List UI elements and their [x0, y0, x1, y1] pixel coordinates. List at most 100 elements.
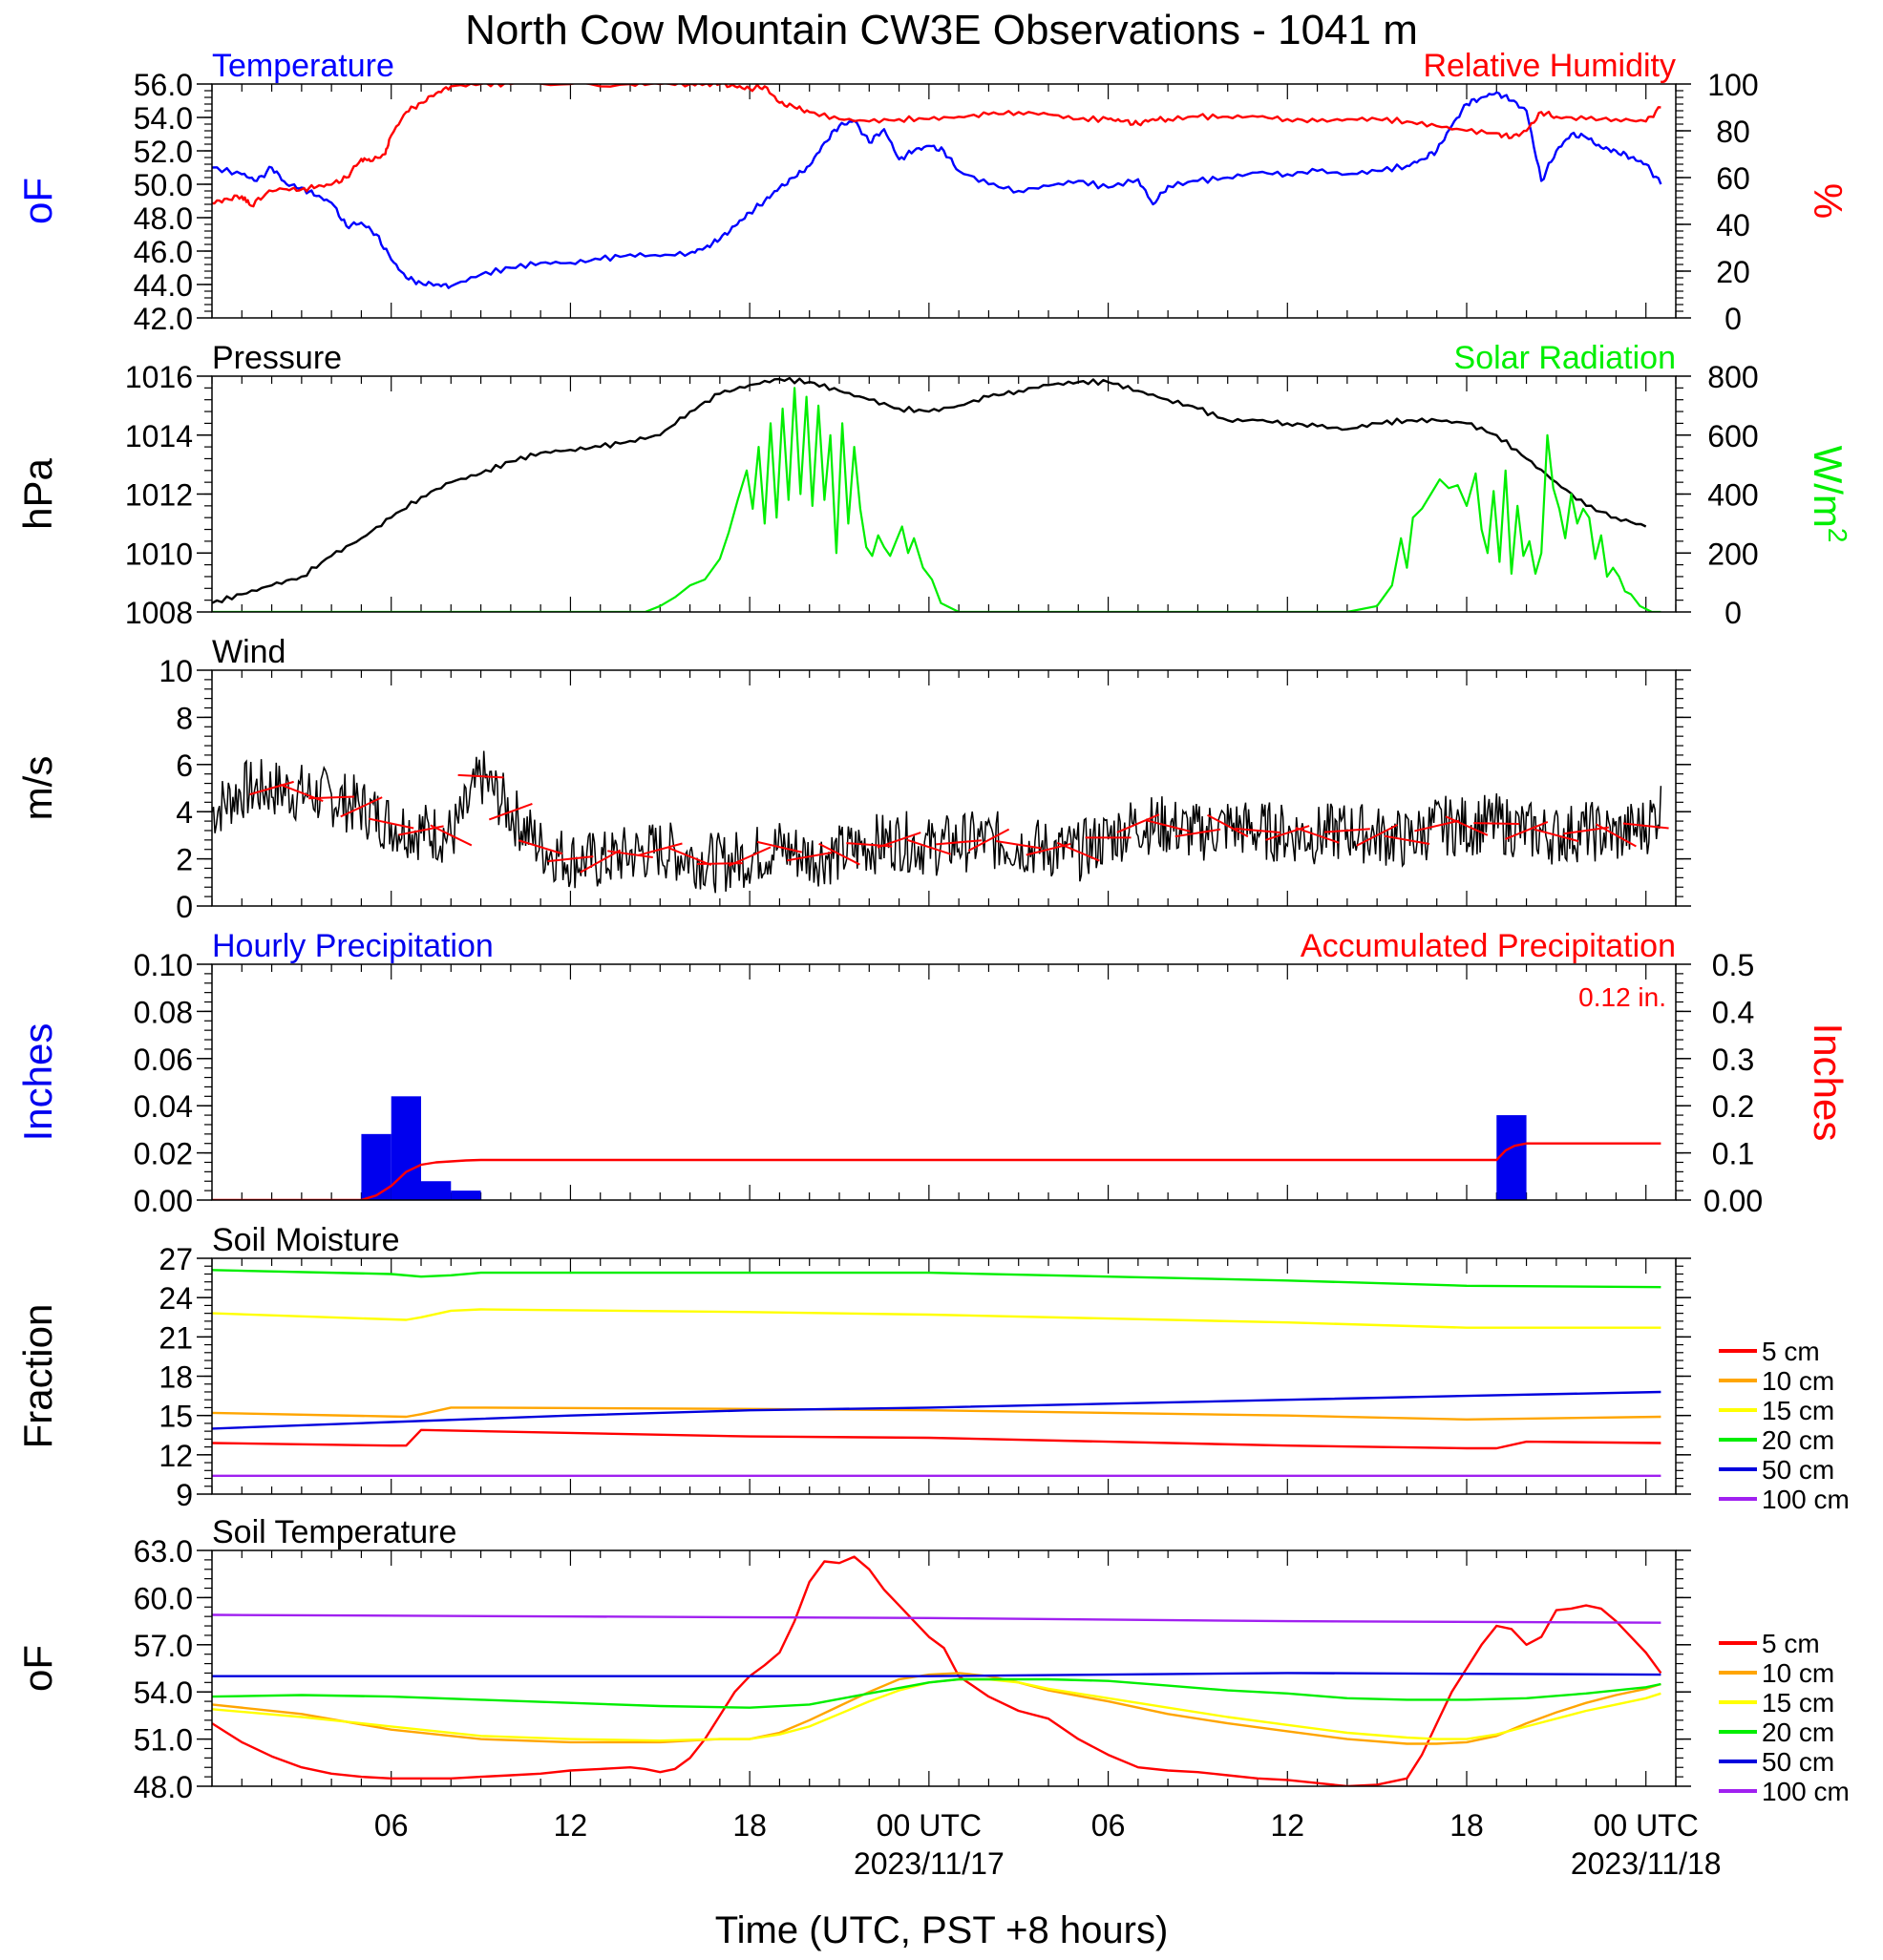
- left-tick-label: 21: [159, 1320, 193, 1355]
- plot-area: [212, 84, 1662, 289]
- left-tick-label: 6: [176, 748, 193, 783]
- series-line-5-cm: [212, 1555, 1662, 1786]
- left-unit-label: hPa: [15, 457, 60, 529]
- wind-barb: [1595, 823, 1637, 848]
- legend-label: 100 cm: [1762, 1485, 1850, 1514]
- left-tick-label: 1010: [125, 537, 193, 571]
- left-tick-label: 12: [159, 1439, 193, 1473]
- wind-barb: [1295, 827, 1340, 844]
- figure-title: North Cow Mountain CW3E Observations - 1…: [465, 7, 1418, 53]
- wind-barb: [995, 840, 1042, 850]
- left-tick-label: 54.0: [134, 101, 193, 136]
- right-tick-label: 100: [1707, 68, 1758, 102]
- wind-barb: [1207, 813, 1249, 838]
- left-tick-label: 0.04: [134, 1089, 193, 1124]
- panel-left-title: Soil Temperature: [212, 1514, 456, 1550]
- left-unit-label: oF: [15, 1645, 60, 1692]
- accumulated-total-label: 0.12 in.: [1578, 982, 1666, 1012]
- left-tick-label: 27: [159, 1242, 193, 1276]
- left-tick-label: 1014: [125, 419, 193, 453]
- left-unit-label: Inches: [15, 1023, 60, 1142]
- x-axis-label: Time (UTC, PST +8 hours): [715, 1909, 1169, 1951]
- left-tick-label: 1016: [125, 360, 193, 394]
- left-tick-label: 0: [176, 890, 193, 924]
- legend-label: 20 cm: [1762, 1425, 1834, 1455]
- wind-barb: [430, 824, 473, 847]
- precip-bar: [361, 1133, 391, 1200]
- right-tick-label: 0.00: [1703, 1184, 1763, 1218]
- wind-barb: [1473, 822, 1520, 825]
- panel-3: 0.10 0.08 0.06 0.04 0.02 0.00 0.5 0.4 0.3 0.2 0.1 0…: [15, 928, 1851, 1218]
- wind-barb: [1445, 815, 1489, 836]
- wind-barb: [967, 828, 1010, 852]
- panel-frame: [211, 1549, 1677, 1787]
- wind-barb: [1504, 821, 1549, 840]
- x-tick-date-label: 2023/11/18: [1571, 1846, 1722, 1881]
- left-tick-label: 48.0: [134, 1770, 193, 1804]
- wind-barb: [818, 842, 860, 866]
- precip-bar: [1496, 1115, 1527, 1200]
- wind-barb: [1056, 841, 1100, 862]
- panel-frame: [211, 83, 1677, 319]
- wind-barb: [936, 839, 983, 846]
- wind-barb: [1265, 825, 1310, 841]
- left-tick-label: 0.10: [134, 948, 193, 982]
- right-tick-label: 600: [1707, 419, 1758, 453]
- legend-label: 5 cm: [1762, 1337, 1820, 1366]
- panel-left-title: Wind: [212, 634, 286, 670]
- left-unit-label: oF: [15, 178, 60, 224]
- left-tick-label: 15: [159, 1400, 193, 1434]
- legend-label: 15 cm: [1762, 1688, 1834, 1718]
- left-tick-label: 0.00: [134, 1184, 193, 1218]
- right-tick-label: 0: [1724, 302, 1742, 336]
- left-tick-label: 9: [176, 1478, 193, 1512]
- wind-barb: [369, 817, 414, 830]
- series-line-pressure: [212, 376, 1647, 604]
- plot-area: [212, 1555, 1662, 1786]
- wind-barb: [786, 851, 833, 862]
- wind-barb: [547, 855, 594, 863]
- legend-label: 20 cm: [1762, 1718, 1834, 1747]
- legend-label: 100 cm: [1762, 1777, 1850, 1806]
- left-tick-label: 4: [176, 795, 193, 830]
- legend-label: 50 cm: [1762, 1455, 1834, 1485]
- x-tick-label: 18: [1449, 1808, 1484, 1843]
- left-unit-label: m/s: [15, 756, 60, 821]
- wind-barb: [1323, 828, 1370, 833]
- precip-bar: [421, 1181, 452, 1200]
- x-tick-label: 12: [1270, 1808, 1304, 1843]
- wind-barb: [607, 850, 653, 858]
- right-tick-label: 800: [1707, 360, 1758, 394]
- wind-barb: [1563, 826, 1610, 835]
- left-tick-label: 42.0: [134, 302, 193, 336]
- right-tick-label: 0.2: [1712, 1089, 1754, 1124]
- wind-barb: [488, 803, 533, 821]
- right-tick-label: 60: [1716, 161, 1750, 196]
- left-tick-label: 0.08: [134, 995, 193, 1029]
- legend-label: 10 cm: [1762, 1366, 1834, 1396]
- series-line-20-cm: [212, 1677, 1661, 1709]
- left-tick-label: 54.0: [134, 1675, 193, 1710]
- series-line-20-cm: [212, 1269, 1661, 1289]
- series-line-100-cm: [212, 1613, 1661, 1624]
- x-tick-label: 06: [374, 1808, 409, 1843]
- x-tick-label: 06: [1091, 1808, 1126, 1843]
- left-tick-label: 1008: [125, 596, 193, 630]
- x-tick-label: 00 UTC: [877, 1808, 982, 1843]
- wind-barb: [906, 838, 951, 855]
- wind-barb: [667, 847, 712, 867]
- panel-frame: [211, 375, 1677, 613]
- left-tick-label: 50.0: [134, 168, 193, 202]
- series-line-accum_precip: [212, 1142, 1661, 1200]
- wind-barb: [1622, 822, 1669, 830]
- right-unit-label: Inches: [1806, 1023, 1851, 1142]
- wind-barb: [518, 839, 563, 855]
- series-line-10-cm: [212, 1406, 1661, 1422]
- wind-barb: [637, 842, 683, 856]
- series-line-50-cm: [212, 1672, 1661, 1677]
- series-line-15-cm: [212, 1677, 1661, 1742]
- left-tick-label: 51.0: [134, 1723, 193, 1758]
